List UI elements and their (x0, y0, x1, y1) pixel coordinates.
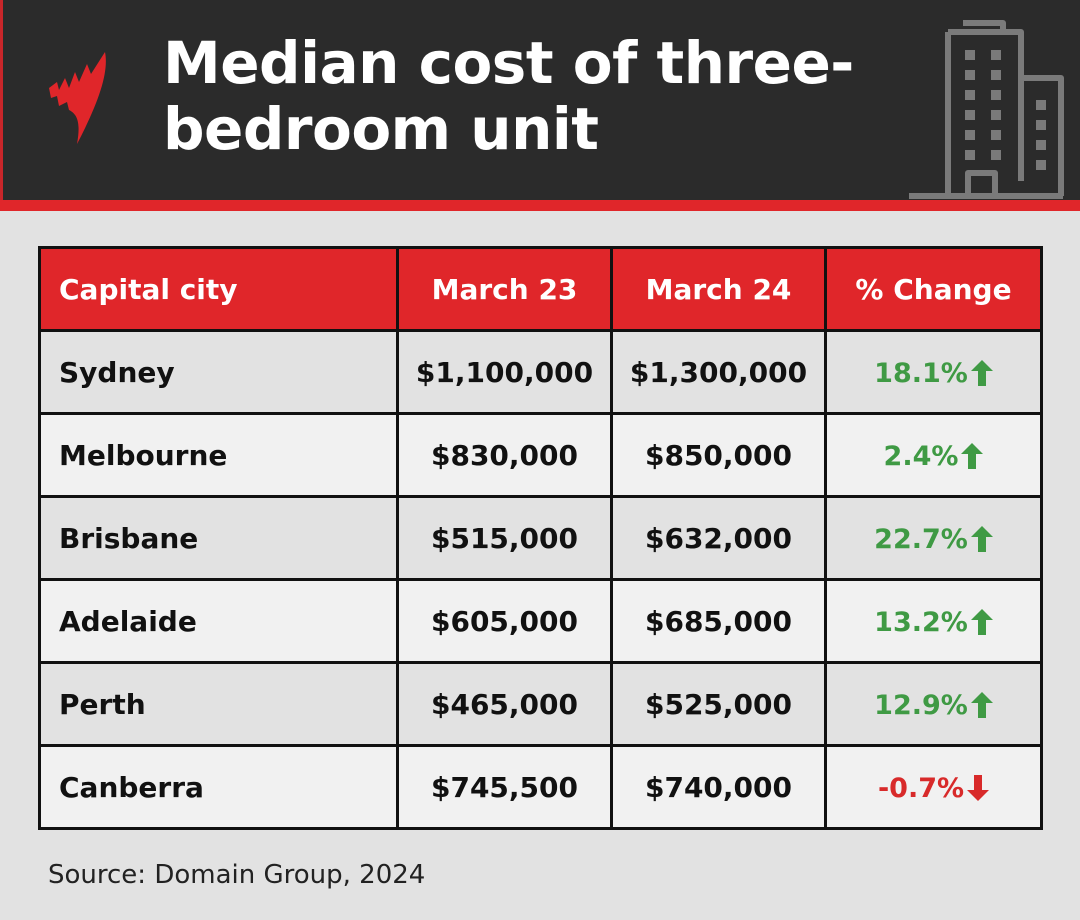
city-cell: Melbourne (38, 412, 399, 498)
title-line-1: Median cost of three- (163, 29, 854, 97)
arrow-up-icon (970, 526, 993, 552)
table-row: Brisbane $515,000 $632,000 22.7% (38, 495, 1043, 581)
change-value: 18.1% (874, 357, 968, 389)
table-row: Adelaide $605,000 $685,000 13.2% (38, 578, 1043, 664)
march24-cell: $1,300,000 (610, 329, 827, 415)
title-line-2: bedroom unit (163, 95, 599, 163)
march24-cell: $850,000 (610, 412, 827, 498)
arrow-up-icon (970, 692, 993, 718)
header-banner: Median cost of three- bedroom unit (0, 0, 1080, 203)
column-header-march24: March 24 (610, 246, 827, 332)
arrow-down-icon (967, 775, 990, 801)
march24-cell: $685,000 (610, 578, 827, 664)
change-value: 13.2% (874, 606, 968, 638)
march23-cell: $745,500 (396, 744, 613, 830)
table-row: Sydney $1,100,000 $1,300,000 18.1% (38, 329, 1043, 415)
table-row: Canberra $745,500 $740,000 -0.7% (38, 744, 1043, 830)
table-row: Perth $465,000 $525,000 12.9% (38, 661, 1043, 747)
city-cell: Perth (38, 661, 399, 747)
column-header-change: % Change (824, 246, 1043, 332)
data-table-container: Capital city March 23 March 24 % Change … (38, 246, 1043, 830)
building-icon (909, 20, 1064, 199)
change-cell: 18.1% (824, 329, 1043, 415)
march23-cell: $830,000 (396, 412, 613, 498)
table-header-row: Capital city March 23 March 24 % Change (38, 246, 1043, 332)
march24-cell: $632,000 (610, 495, 827, 581)
sbs-logo-icon (49, 52, 106, 144)
arrow-up-icon (970, 360, 993, 386)
change-cell: 12.9% (824, 661, 1043, 747)
march23-cell: $515,000 (396, 495, 613, 581)
march24-cell: $525,000 (610, 661, 827, 747)
header-accent-bar (0, 200, 1080, 211)
column-header-city: Capital city (38, 246, 399, 332)
arrow-up-icon (961, 443, 984, 469)
march23-cell: $605,000 (396, 578, 613, 664)
march24-cell: $740,000 (610, 744, 827, 830)
table-row: Melbourne $830,000 $850,000 2.4% (38, 412, 1043, 498)
city-cell: Canberra (38, 744, 399, 830)
march23-cell: $465,000 (396, 661, 613, 747)
page-title: Median cost of three- bedroom unit (163, 30, 863, 162)
city-cell: Sydney (38, 329, 399, 415)
change-value: 2.4% (883, 440, 959, 472)
change-value: -0.7% (877, 772, 965, 804)
change-cell: 2.4% (824, 412, 1043, 498)
median-cost-table: Capital city March 23 March 24 % Change … (38, 246, 1043, 830)
change-cell: -0.7% (824, 744, 1043, 830)
column-header-march23: March 23 (396, 246, 613, 332)
change-cell: 13.2% (824, 578, 1043, 664)
march23-cell: $1,100,000 (396, 329, 613, 415)
change-value: 22.7% (874, 523, 968, 555)
arrow-up-icon (970, 609, 993, 635)
change-value: 12.9% (874, 689, 968, 721)
city-cell: Brisbane (38, 495, 399, 581)
source-caption: Source: Domain Group, 2024 (48, 860, 426, 890)
city-cell: Adelaide (38, 578, 399, 664)
change-cell: 22.7% (824, 495, 1043, 581)
